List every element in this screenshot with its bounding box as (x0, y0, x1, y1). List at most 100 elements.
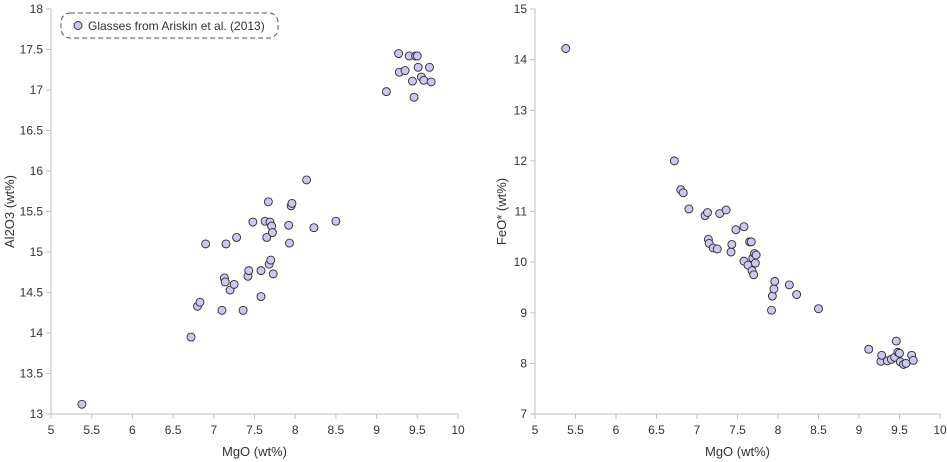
x-tick-label: 7.5 (729, 423, 746, 437)
legend-box (60, 12, 279, 39)
data-point (229, 279, 239, 289)
data-point (784, 280, 794, 290)
data-point (221, 239, 231, 249)
data-point (770, 276, 780, 286)
legend-label: Glasses from Ariskin et al. (2013) (88, 19, 265, 33)
data-point (284, 220, 294, 230)
x-tick-label: 5 (532, 423, 539, 437)
y-tick-label: 15.5 (20, 205, 44, 219)
y-tick-label: 11 (515, 205, 528, 219)
x-tick-label: 7.5 (246, 423, 263, 437)
data-point (381, 87, 391, 97)
data-point (684, 204, 694, 214)
data-point (721, 205, 731, 215)
data-point (248, 217, 258, 227)
x-tick-label: 5.5 (83, 423, 100, 437)
data-point (413, 62, 423, 72)
data-point (201, 239, 211, 249)
data-point (678, 188, 688, 198)
y-tick-label: 7 (520, 407, 527, 421)
y-tick-label: 17 (30, 83, 44, 97)
x-tick-label: 6.5 (648, 423, 665, 437)
x-tick-label: 8 (292, 423, 299, 437)
y-tick-label: 13.5 (20, 367, 44, 381)
x-tick-label: 6.5 (165, 423, 182, 437)
data-point (232, 232, 242, 242)
data-point (750, 258, 760, 268)
data-point (739, 222, 749, 232)
x-tick-label: 10 (451, 423, 465, 437)
data-point (400, 66, 410, 76)
data-point (285, 238, 294, 248)
y-tick-label: 18 (30, 2, 44, 16)
data-point (877, 350, 887, 360)
data-point (256, 292, 266, 301)
data-point (561, 44, 571, 53)
data-point (767, 305, 776, 315)
data-point (731, 225, 741, 235)
data-point (302, 175, 312, 185)
data-point (287, 198, 297, 208)
data-point (186, 332, 196, 342)
y-tick-label: 14 (514, 53, 528, 67)
data-point (712, 244, 722, 254)
x-tick-label: 9 (856, 423, 863, 437)
y-tick-label: 12 (514, 154, 528, 168)
x-tick-label: 5 (48, 423, 55, 437)
data-point (267, 228, 277, 238)
data-point (195, 297, 205, 307)
data-point (262, 232, 272, 242)
data-point (769, 284, 779, 294)
y-tick-label: 17.5 (20, 43, 44, 57)
data-point (669, 156, 679, 166)
data-point (268, 269, 278, 279)
data-point (425, 62, 434, 72)
data-point (908, 355, 918, 365)
y-tick-label: 8 (520, 356, 527, 370)
data-point (864, 344, 874, 354)
data-point (266, 255, 276, 265)
chart-feo-vs-mgo: 5 5.5 6 6.5 7 7.5 8 8.5 9 9.5 10 7 8 9 10 11 12 13 14 15 MgO… (494, 2, 947, 459)
data-point (901, 358, 911, 368)
data-point (77, 399, 87, 409)
data-point (331, 216, 341, 226)
chart-al2o3-vs-mgo: 5 5.5 6 6.5 7 7.5 8 8.5 9 9.5 10 13 13.5 14 14.5 15 15.5… (2, 2, 465, 459)
data-point (814, 304, 823, 314)
x-tick-label: 10 (933, 423, 947, 437)
x-tick-label: 6 (613, 423, 620, 437)
x-tick-label: 7 (210, 423, 217, 437)
x-tick-label: 9.5 (409, 423, 426, 437)
data-point (409, 92, 419, 102)
data-point (419, 75, 429, 85)
data-point (746, 237, 756, 247)
y-tick-label: 13 (514, 103, 528, 117)
data-point (727, 239, 737, 249)
x-tick-label: 7 (694, 423, 701, 437)
y-axis-title: FeO* (wt%) (494, 178, 509, 245)
data-point (792, 290, 802, 299)
y-tick-label: 14.5 (20, 286, 44, 300)
data-point (426, 77, 436, 87)
data-point (891, 336, 901, 346)
data-point (263, 197, 273, 207)
data-point (407, 76, 417, 86)
data-point (751, 250, 761, 260)
data-point (895, 348, 904, 358)
data-point (749, 270, 759, 280)
x-tick-label: 8.5 (328, 423, 345, 437)
data-point (726, 247, 736, 257)
data-point (238, 305, 248, 315)
y-tick-label: 15 (514, 2, 528, 16)
x-tick-label: 8.5 (810, 423, 827, 437)
x-axis-title: MgO (wt%) (222, 444, 287, 459)
x-tick-label: 9 (373, 423, 380, 437)
legend: Glasses from Ariskin et al. (2013) (60, 12, 279, 39)
data-point (244, 266, 254, 276)
legend-marker (73, 21, 83, 30)
data-point (412, 51, 422, 61)
x-tick-label: 6 (129, 423, 136, 437)
y-tick-label: 15 (30, 245, 44, 259)
y-axis-title: Al2O3 (wt%) (2, 175, 17, 248)
x-axis-title: MgO (wt%) (705, 444, 770, 459)
